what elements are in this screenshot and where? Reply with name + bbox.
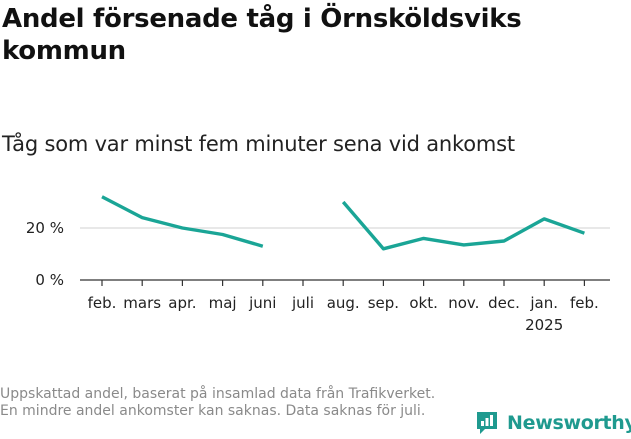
x-tick-label: juli bbox=[291, 294, 314, 312]
y-axis-labels: 0 % 20 % bbox=[26, 219, 64, 289]
x-tick-label: mars bbox=[123, 294, 161, 312]
brand-name: Newsworthy bbox=[507, 412, 631, 434]
x-tick-label: jan. bbox=[529, 294, 558, 312]
chart-title: Andel försenade tåg i Örnsköldsviks komm… bbox=[2, 4, 522, 66]
x-tick-label: dec. bbox=[488, 294, 520, 312]
y-tick-label: 20 % bbox=[26, 219, 64, 237]
x-tick-label: apr. bbox=[168, 294, 196, 312]
series-line-segment bbox=[341, 200, 585, 251]
footnote: Uppskattad andel, baserat på insamlad da… bbox=[0, 386, 436, 420]
series-line-segment bbox=[101, 195, 264, 248]
x-year-label: 2025 bbox=[525, 316, 563, 334]
x-axis-ticks: feb. mars apr. maj juni juli aug. sep. okt. nov. d… bbox=[88, 280, 599, 334]
newsworthy-logo-icon bbox=[477, 412, 497, 434]
x-tick-label: maj bbox=[209, 294, 237, 312]
x-tick-label: feb. bbox=[88, 294, 117, 312]
brand-logo-block: Newsworthy bbox=[475, 408, 631, 438]
x-tick-label: okt. bbox=[409, 294, 438, 312]
x-tick-label: sep. bbox=[368, 294, 399, 312]
x-tick-label: feb. bbox=[570, 294, 599, 312]
chart-subtitle: Tåg som var minst fem minuter sena vid a… bbox=[2, 132, 515, 156]
series-lines bbox=[101, 195, 585, 251]
x-tick-label: nov. bbox=[448, 294, 479, 312]
y-tick-label: 0 % bbox=[35, 271, 64, 289]
x-tick-label: aug. bbox=[327, 294, 360, 312]
x-tick-label: juni bbox=[248, 294, 276, 312]
